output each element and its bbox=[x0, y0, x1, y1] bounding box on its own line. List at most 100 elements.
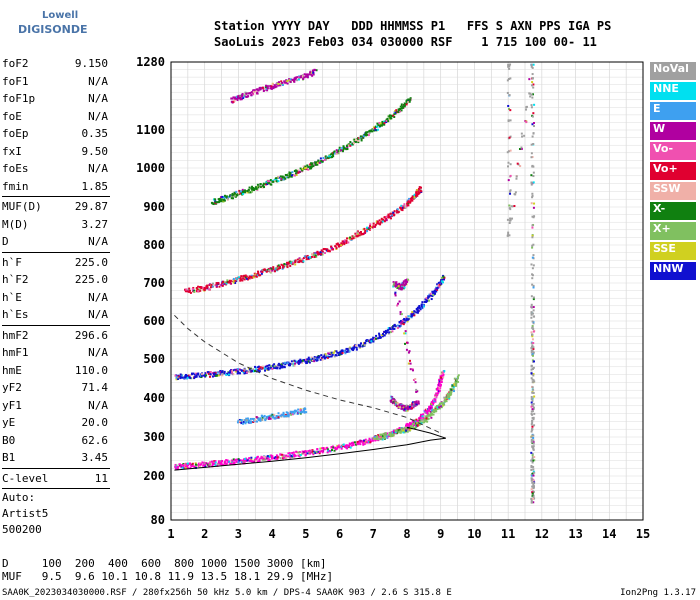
y-tick-label: 900 bbox=[143, 200, 165, 214]
echo-point bbox=[194, 462, 197, 465]
echo-point bbox=[379, 433, 382, 436]
echo-point bbox=[419, 189, 422, 192]
echo-point bbox=[415, 193, 418, 196]
echo-point bbox=[430, 406, 433, 409]
echo-point bbox=[530, 468, 533, 471]
echo-point bbox=[509, 109, 512, 112]
echo-point bbox=[301, 75, 304, 78]
echo-point bbox=[265, 180, 268, 183]
echo-point bbox=[286, 82, 289, 85]
echo-point bbox=[232, 458, 235, 461]
echo-point bbox=[533, 456, 536, 459]
echo-point bbox=[274, 456, 277, 459]
param-row-characteristics: foE N/A bbox=[0, 108, 112, 126]
echo-point bbox=[267, 366, 270, 369]
echo-point bbox=[422, 421, 425, 424]
param-value: 9.150 bbox=[74, 57, 108, 70]
echo-point bbox=[244, 419, 247, 422]
echo-point bbox=[371, 226, 374, 229]
echo-point bbox=[448, 397, 451, 400]
echo-point bbox=[255, 416, 258, 419]
echo-point bbox=[259, 457, 262, 460]
echo-point bbox=[417, 187, 420, 190]
echo-point bbox=[281, 176, 284, 179]
echo-point bbox=[356, 231, 359, 234]
echo-point bbox=[437, 386, 440, 389]
echo-point bbox=[223, 197, 226, 200]
echo-point bbox=[291, 451, 294, 454]
echo-point bbox=[208, 283, 211, 286]
echo-point bbox=[273, 363, 276, 366]
echo-point bbox=[395, 211, 398, 214]
echo-point bbox=[352, 142, 355, 145]
echo-point bbox=[400, 287, 403, 290]
echo-point bbox=[297, 76, 300, 79]
echo-point bbox=[368, 437, 371, 440]
echo-point bbox=[247, 276, 250, 279]
echo-point bbox=[311, 165, 314, 168]
echo-point bbox=[508, 107, 511, 110]
echo-point bbox=[531, 391, 534, 394]
echo-point bbox=[276, 268, 279, 271]
echo-point bbox=[259, 270, 262, 273]
echo-point bbox=[193, 289, 196, 292]
echo-point bbox=[232, 277, 235, 280]
echo-point bbox=[398, 283, 401, 286]
echo-point bbox=[273, 270, 276, 273]
polarization-legend: NoVal NNE E W Vo- Vo+ SSW X- X+ SSE NNW bbox=[650, 62, 696, 282]
echo-point bbox=[326, 451, 329, 454]
echo-point bbox=[393, 111, 396, 114]
echo-point bbox=[238, 189, 241, 192]
echo-point bbox=[223, 194, 226, 197]
echo-point bbox=[352, 235, 355, 238]
echo-point bbox=[532, 112, 535, 115]
echo-point bbox=[299, 359, 302, 362]
echo-point bbox=[520, 146, 523, 149]
echo-point bbox=[178, 463, 181, 466]
echo-point bbox=[240, 275, 243, 278]
echo-point bbox=[346, 445, 349, 448]
echo-point bbox=[316, 163, 319, 166]
echo-point bbox=[269, 183, 272, 186]
echo-point bbox=[219, 459, 222, 462]
echo-point bbox=[274, 179, 277, 182]
echo-point bbox=[416, 194, 419, 197]
echo-point bbox=[185, 288, 188, 291]
echo-point bbox=[403, 409, 406, 412]
echo-point bbox=[371, 439, 374, 442]
echo-point bbox=[531, 93, 534, 96]
echo-point bbox=[401, 106, 404, 109]
echo-point bbox=[376, 125, 379, 128]
echo-point bbox=[221, 200, 224, 203]
x-tick-label: 4 bbox=[269, 527, 276, 541]
echo-point bbox=[189, 463, 192, 466]
echo-point bbox=[253, 418, 256, 421]
echo-point bbox=[435, 405, 438, 408]
echo-point bbox=[532, 254, 535, 257]
echo-point bbox=[204, 287, 207, 290]
echo-point bbox=[199, 462, 202, 465]
echo-point bbox=[279, 265, 282, 268]
echo-point bbox=[388, 433, 391, 436]
echo-point bbox=[202, 464, 205, 467]
echo-point bbox=[362, 443, 365, 446]
echo-point bbox=[531, 338, 534, 341]
echo-point bbox=[454, 380, 457, 383]
echo-point bbox=[455, 378, 458, 381]
echo-point bbox=[302, 260, 305, 263]
echo-point bbox=[429, 410, 432, 413]
echo-point bbox=[254, 458, 257, 461]
echo-point bbox=[297, 408, 300, 411]
echo-point bbox=[265, 457, 268, 460]
echo-point bbox=[333, 449, 336, 452]
echo-point bbox=[273, 366, 276, 369]
echo-point bbox=[401, 319, 404, 322]
param-name: yE bbox=[2, 416, 16, 429]
echo-point bbox=[531, 325, 534, 328]
echo-point bbox=[290, 261, 293, 264]
echo-point bbox=[261, 418, 264, 421]
echo-point bbox=[345, 148, 348, 151]
echo-point bbox=[296, 258, 299, 261]
echo-point bbox=[252, 93, 255, 96]
echo-point bbox=[324, 248, 327, 251]
